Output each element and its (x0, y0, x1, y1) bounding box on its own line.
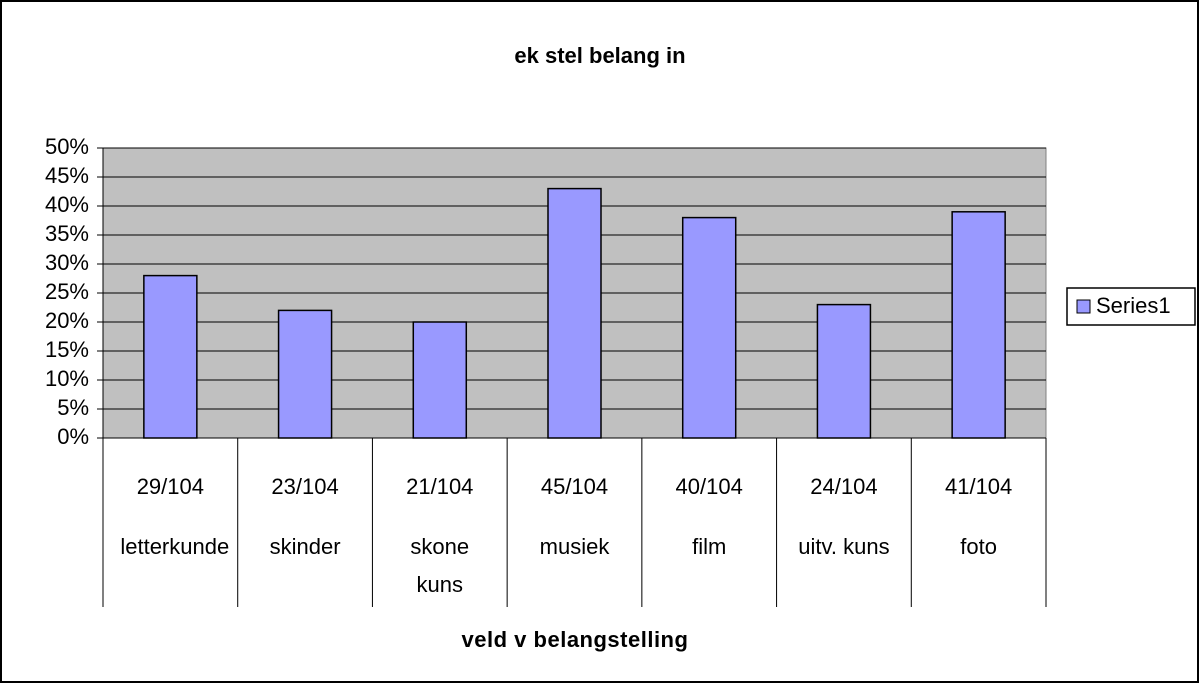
y-tick-label: 30% (45, 250, 89, 275)
x-tick-sublabel: musiek (539, 534, 610, 559)
x-tick-sublabel: skone kuns (410, 534, 470, 597)
chart-title: ek stel belang in (514, 43, 685, 68)
y-tick-label: 20% (45, 308, 89, 333)
x-tick-label: 29/104 (136, 474, 204, 499)
bar (816, 303, 872, 439)
y-tick-label: 40% (45, 192, 89, 217)
y-tick-label: 35% (45, 221, 89, 246)
bar (277, 309, 333, 439)
x-tick-sublabel: film (692, 534, 727, 559)
bar (951, 211, 1006, 439)
x-tick-label: 40/104 (675, 474, 743, 499)
y-tick-label: 25% (45, 279, 89, 304)
bar (143, 274, 198, 439)
legend-label: Series1 (1096, 293, 1171, 318)
bar (547, 187, 602, 439)
legend-swatch (1076, 299, 1091, 314)
bar (681, 216, 737, 439)
bar (412, 321, 468, 439)
x-tick-sublabel: skinder (269, 534, 341, 559)
x-tick-label: 45/104 (540, 474, 609, 499)
x-tick-label: 23/104 (271, 474, 339, 499)
x-axis-label: veld v belangstelling (462, 627, 689, 652)
x-tick-label: 41/104 (944, 474, 1013, 499)
y-tick-label: 0% (57, 424, 89, 449)
y-tick-label: 10% (45, 366, 89, 391)
x-tick-sublabel: foto (960, 534, 997, 559)
y-tick-label: 5% (57, 395, 89, 420)
x-tick-label: 21/104 (406, 474, 474, 499)
x-tick-sublabel: letterkunde (120, 534, 230, 559)
y-tick-label: 50% (45, 134, 89, 159)
y-tick-label: 45% (45, 163, 89, 188)
x-tick-sublabel: uitv. kuns (798, 534, 890, 559)
y-tick-label: 15% (45, 337, 89, 362)
x-tick-label: 24/104 (810, 474, 878, 499)
